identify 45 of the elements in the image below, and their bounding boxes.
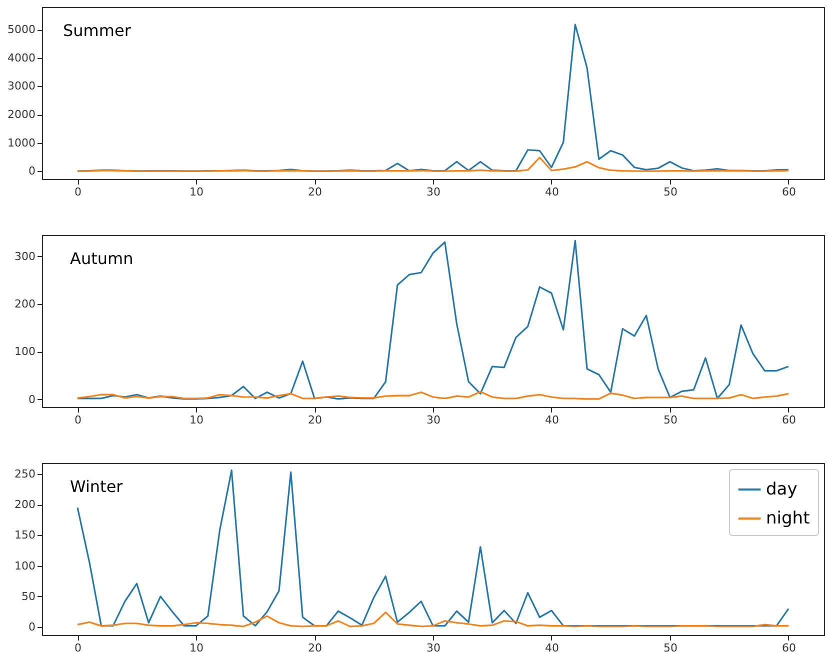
x-tick-label: 40 xyxy=(544,414,559,426)
y-tick-label: 200 xyxy=(14,498,36,512)
x-tick-label: 30 xyxy=(426,642,440,654)
x-tick-label: 30 xyxy=(426,186,440,198)
line-series xyxy=(76,156,790,172)
x-tick-label: 60 xyxy=(782,186,796,198)
line-series xyxy=(76,390,790,400)
x-tick-label: 40 xyxy=(544,642,559,654)
y-tick-label: 0 xyxy=(28,392,36,406)
y-tick-label: 200 xyxy=(14,298,36,311)
x-tick-label: 30 xyxy=(426,414,440,426)
y-tick-label: 2000 xyxy=(8,108,36,121)
y-tick-label: 1000 xyxy=(8,136,36,150)
legend-label: night xyxy=(766,508,810,528)
x-tick-label: 50 xyxy=(663,642,678,654)
text: Autumn xyxy=(70,249,134,268)
x-tick-label: 10 xyxy=(190,414,204,426)
x-tick-label: 40 xyxy=(544,186,559,198)
y-tick-label: 0 xyxy=(28,620,36,634)
y-tick-label: 50 xyxy=(22,590,36,603)
y-tick-label: 5000 xyxy=(8,23,36,36)
line-series xyxy=(76,612,790,628)
x-tick-label: 20 xyxy=(308,186,322,198)
x-tick-label: 10 xyxy=(190,642,204,654)
y-tick-label: 250 xyxy=(14,468,36,481)
legend-label: day xyxy=(766,480,798,500)
y-tick-label: 300 xyxy=(14,250,36,263)
text: Winter xyxy=(70,477,124,496)
y-tick-label: 0 xyxy=(28,164,36,178)
y-tick-label: 100 xyxy=(14,559,36,572)
x-tick-label: 0 xyxy=(74,414,82,426)
x-tick-label: 60 xyxy=(782,414,796,426)
x-tick-label: 20 xyxy=(308,414,322,426)
text: Summer xyxy=(63,21,132,40)
y-tick-label: 150 xyxy=(14,528,36,542)
x-tick-label: 0 xyxy=(74,642,82,654)
x-tick-label: 0 xyxy=(74,186,82,198)
x-tick-label: 20 xyxy=(308,642,322,654)
y-tick-label: 4000 xyxy=(8,51,36,64)
x-tick-label: 50 xyxy=(663,414,678,426)
x-tick-label: 10 xyxy=(190,186,204,198)
x-tick-label: 50 xyxy=(663,186,678,198)
y-tick-label: 100 xyxy=(14,345,36,358)
y-tick-label: 3000 xyxy=(8,80,36,93)
x-tick-label: 60 xyxy=(782,642,796,654)
